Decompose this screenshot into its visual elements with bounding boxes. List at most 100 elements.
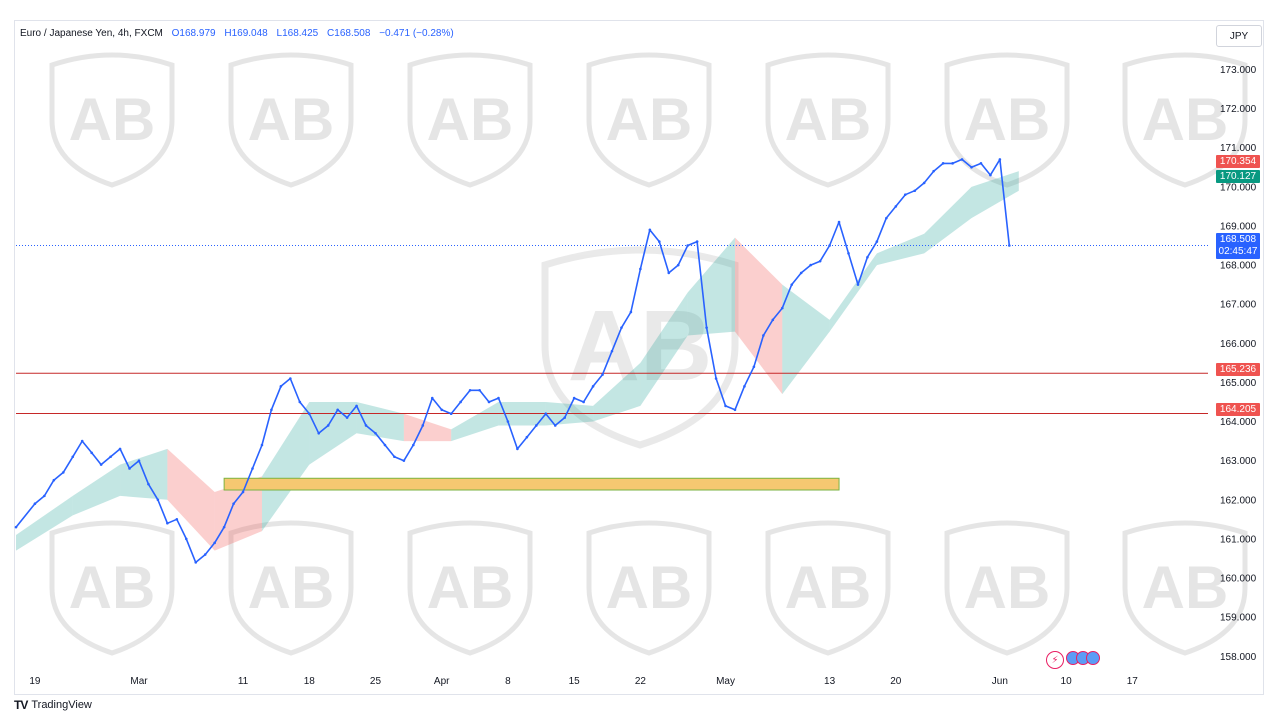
price-point (497, 396, 500, 400)
price-axis[interactable]: 173.000 172.000 171.000 170.000 169.000 168.0… (1220, 65, 1257, 663)
shield-letters: AB (568, 290, 712, 402)
price-point (998, 158, 1002, 161)
cloud-segment (167, 448, 215, 551)
price-point (289, 377, 292, 380)
time-tick-label: May (716, 676, 735, 687)
watermark-shield-icon: AB (765, 520, 891, 656)
price-point (856, 283, 860, 286)
cloud-segment (829, 253, 877, 332)
price-point (487, 400, 491, 404)
price-point (421, 424, 425, 427)
price-point (724, 404, 727, 408)
price-point (875, 240, 879, 243)
price-point (279, 385, 283, 388)
shield-outline (586, 52, 712, 188)
cloud-segment (924, 186, 972, 254)
open-value: O168.979 (171, 28, 216, 39)
watermark-shield-icon: AB (49, 520, 175, 656)
shield-letters: AB (69, 554, 156, 621)
time-tick-label: 20 (890, 676, 902, 687)
watermark-shield-icon: AB (1122, 52, 1248, 188)
price-point (222, 525, 226, 529)
shield-outline (765, 520, 891, 656)
cloud-segment (72, 464, 121, 516)
symbol-title[interactable]: Euro / Japanese Yen, 4h, FXCM (20, 28, 163, 39)
price-point (705, 326, 708, 329)
price-point (658, 240, 661, 243)
watermark-shield-icon: AB (407, 52, 533, 188)
cloud-segment (687, 237, 735, 336)
time-tick-label: 19 (29, 676, 41, 687)
chart-frame[interactable] (14, 20, 1264, 695)
shield-letters: AB (606, 554, 693, 621)
price-point (166, 521, 169, 525)
price-tick-label: 168.000 (1220, 261, 1257, 272)
price-tick-label: 170.000 (1220, 182, 1257, 193)
price-point (62, 471, 65, 474)
price-point (80, 439, 84, 443)
price-point (33, 502, 37, 505)
price-point (837, 220, 841, 224)
price-point (894, 205, 898, 208)
price-point (780, 306, 784, 310)
shield-letters: AB (964, 554, 1051, 621)
shield-letters: AB (1142, 86, 1229, 153)
price-point (620, 326, 623, 329)
currency-selector[interactable]: JPY (1216, 25, 1262, 47)
price-tick-label: 167.000 (1220, 300, 1257, 311)
shield-letters: AB (785, 86, 872, 153)
price-point (128, 467, 131, 470)
footer: TV TradingView (14, 698, 92, 712)
lightning-icon[interactable]: ⚡ (1046, 651, 1064, 669)
cloud-segment (782, 284, 830, 395)
price-point (317, 431, 321, 435)
price-point (270, 408, 273, 412)
price-point (601, 373, 604, 376)
indicator-dots-icon[interactable] (1066, 651, 1100, 669)
price-point (676, 263, 680, 267)
price-point (932, 169, 935, 173)
price-tick-label: 173.000 (1220, 65, 1257, 76)
price-point (951, 162, 954, 165)
watermark-shield-icon: AB (1122, 520, 1248, 656)
shield-outline (49, 52, 175, 188)
price-point (516, 447, 519, 451)
price-point (175, 518, 179, 521)
price-point (743, 385, 746, 388)
watermark-shield-icon: AB (944, 52, 1070, 188)
support-zone-rect[interactable] (223, 477, 840, 491)
time-tick-label: Apr (434, 676, 450, 687)
cloud-segment (876, 233, 925, 266)
price-point (298, 400, 302, 404)
time-tick-label: Jun (992, 676, 1008, 687)
chart-tools: ⚡ (1046, 651, 1100, 669)
time-tick-label: 10 (1061, 676, 1073, 687)
shield-outline (228, 52, 354, 188)
watermark-shield-icon: AB (944, 520, 1070, 656)
tradingview-logo-icon[interactable]: TV (14, 698, 28, 712)
price-point (903, 193, 907, 196)
shield-outline (586, 520, 712, 656)
price-point (913, 189, 917, 193)
cloud-segment (356, 401, 404, 442)
price-point (752, 365, 756, 369)
time-axis[interactable]: 19 Mar 11 18 25 Apr 8 15 22 May 13 20 Jun 10 17 (29, 676, 1138, 687)
price-point (118, 447, 122, 451)
price-point (251, 467, 254, 470)
price-point (184, 537, 188, 541)
shield-outline (1122, 520, 1248, 656)
price-point (535, 424, 538, 427)
price-point (771, 318, 775, 322)
shield-outline (765, 52, 891, 188)
time-tick-label: 18 (304, 676, 316, 687)
price-tick-label: 164.000 (1220, 417, 1257, 428)
price-point (307, 412, 311, 416)
brand-name[interactable]: TradingView (31, 699, 92, 711)
price-point (847, 252, 850, 255)
price-point (147, 482, 150, 486)
price-tick-label: 171.000 (1220, 143, 1257, 154)
current-price-value: 168.508 (1219, 234, 1257, 245)
price-point (326, 424, 330, 427)
cloud-segment (16, 495, 73, 551)
